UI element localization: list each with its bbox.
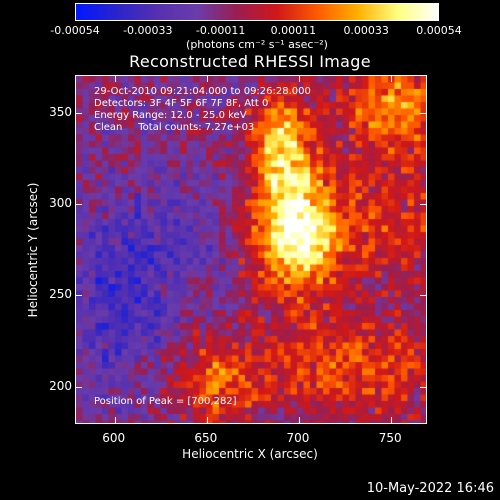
info-total-counts: Clean Total counts: 7.27e+03 xyxy=(94,122,255,133)
y-tick-label: 300 xyxy=(49,195,72,210)
x-tick xyxy=(391,76,393,82)
colorbar-tick-label: 0.00033 xyxy=(343,24,389,37)
y-tick-label: 350 xyxy=(49,104,72,119)
y-tick xyxy=(420,203,426,205)
info-time-range: 29-Oct-2010 09:21:04.000 to 09:26:28.000 xyxy=(94,86,311,97)
y-axis-title: Heliocentric Y (arcsec) xyxy=(26,182,40,318)
x-tick-label: 600 xyxy=(102,431,126,445)
y-tick xyxy=(420,386,426,388)
colorbar-units: (photons cm⁻² s⁻¹ asec⁻²) xyxy=(186,38,328,51)
heatmap-canvas xyxy=(76,76,426,423)
colorbar-tick-label: -0.00011 xyxy=(195,24,246,37)
x-tick xyxy=(114,76,116,82)
colorbar xyxy=(75,3,439,21)
peak-position-label: Position of Peak = [700,282] xyxy=(94,396,237,407)
y-tick xyxy=(76,295,82,297)
colorbar-tick-label: 0.00011 xyxy=(270,24,317,37)
x-tick xyxy=(298,76,300,82)
heatmap-plot: 29-Oct-2010 09:21:04.000 to 09:26:28.000… xyxy=(75,75,427,424)
info-energy-range: Energy Range: 12.0 - 25.0 keV xyxy=(94,110,247,121)
x-tick xyxy=(391,417,393,423)
x-tick-label: 650 xyxy=(194,431,218,445)
x-tick-label: 700 xyxy=(286,431,310,445)
x-axis-title: Heliocentric X (arcsec) xyxy=(182,447,318,461)
colorbar-tick-label: 0.00054 xyxy=(416,24,462,37)
y-tick xyxy=(420,112,426,114)
y-tick-label: 250 xyxy=(49,287,72,302)
x-tick-label: 750 xyxy=(378,431,402,445)
colorbar-tick-label: -0.00054 xyxy=(50,24,100,37)
x-tick xyxy=(206,76,208,82)
y-tick xyxy=(76,203,82,205)
colorbar-tick-label: -0.00033 xyxy=(123,24,173,37)
x-tick xyxy=(298,417,300,423)
y-tick xyxy=(420,295,426,297)
image-title: Reconstructed RHESSI Image xyxy=(129,52,371,71)
footer-date: 10-May-2022 16:46 xyxy=(366,481,494,496)
info-detectors: Detectors: 3F 4F 5F 6F 7F 8F, Att 0 xyxy=(94,98,269,109)
y-tick xyxy=(76,112,82,114)
y-tick xyxy=(76,386,82,388)
x-tick xyxy=(114,417,116,423)
y-tick-label: 200 xyxy=(49,378,72,393)
x-tick xyxy=(206,417,208,423)
